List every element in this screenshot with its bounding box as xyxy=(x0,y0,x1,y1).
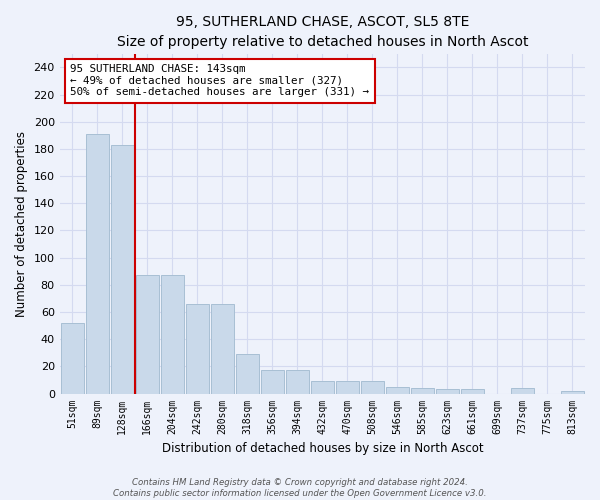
Bar xyxy=(110,145,134,394)
Bar xyxy=(136,276,159,394)
Bar xyxy=(311,382,334,394)
Bar xyxy=(411,388,434,394)
Bar xyxy=(561,391,584,394)
Bar xyxy=(511,388,534,394)
Bar xyxy=(186,304,209,394)
Bar xyxy=(261,370,284,394)
Bar xyxy=(236,354,259,394)
Title: 95, SUTHERLAND CHASE, ASCOT, SL5 8TE
Size of property relative to detached house: 95, SUTHERLAND CHASE, ASCOT, SL5 8TE Siz… xyxy=(116,15,528,48)
Bar xyxy=(61,323,83,394)
Bar xyxy=(336,382,359,394)
Bar xyxy=(386,387,409,394)
Text: Contains HM Land Registry data © Crown copyright and database right 2024.
Contai: Contains HM Land Registry data © Crown c… xyxy=(113,478,487,498)
Bar xyxy=(86,134,109,394)
Bar xyxy=(161,276,184,394)
X-axis label: Distribution of detached houses by size in North Ascot: Distribution of detached houses by size … xyxy=(161,442,483,455)
Bar xyxy=(436,390,459,394)
Bar xyxy=(361,382,384,394)
Bar xyxy=(211,304,234,394)
Y-axis label: Number of detached properties: Number of detached properties xyxy=(15,130,28,316)
Text: 95 SUTHERLAND CHASE: 143sqm
← 49% of detached houses are smaller (327)
50% of se: 95 SUTHERLAND CHASE: 143sqm ← 49% of det… xyxy=(70,64,369,97)
Bar xyxy=(461,390,484,394)
Bar xyxy=(286,370,309,394)
